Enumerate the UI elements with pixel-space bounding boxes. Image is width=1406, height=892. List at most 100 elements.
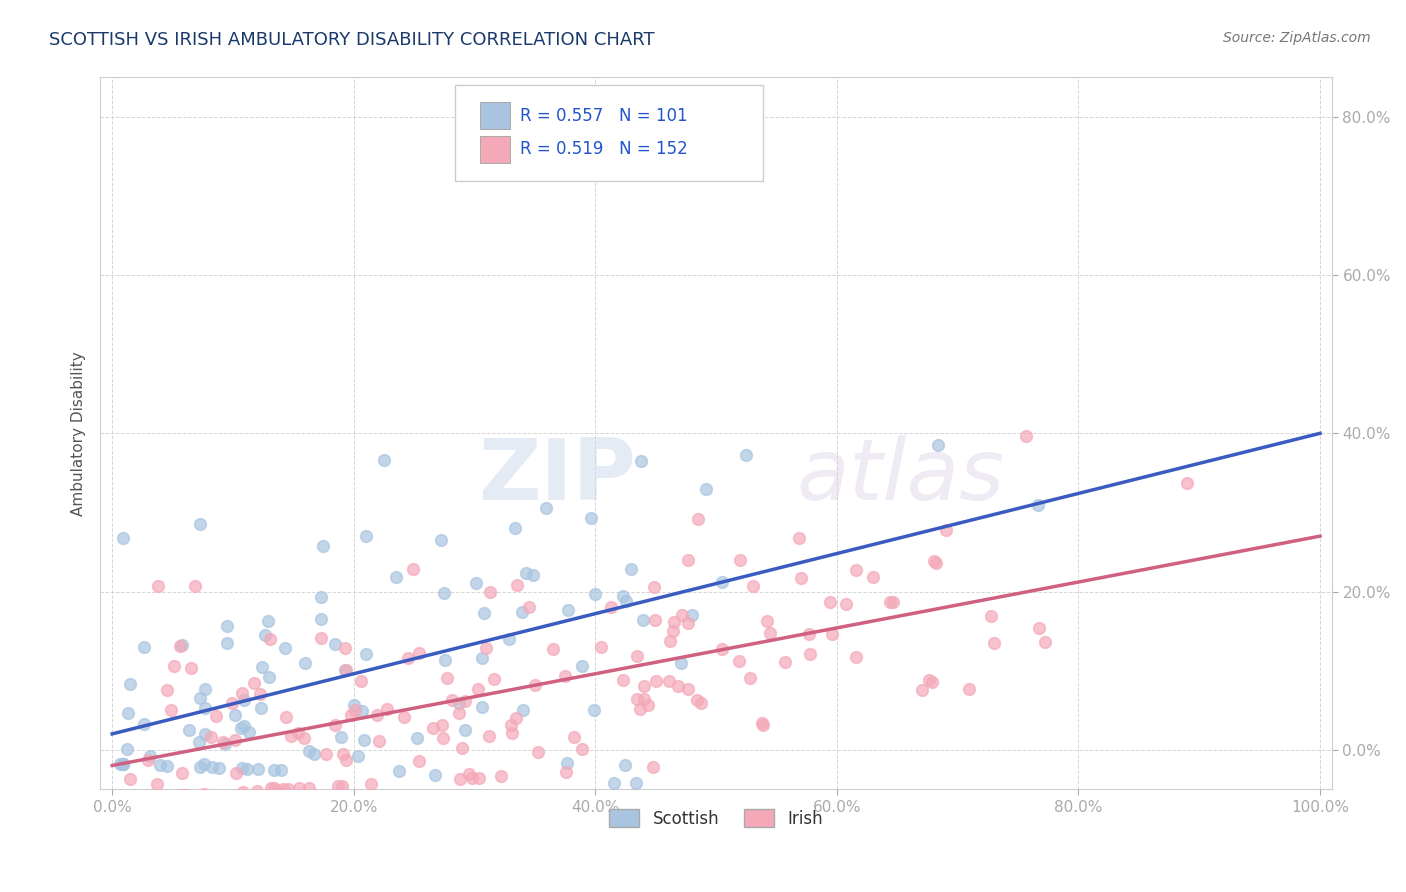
- FancyBboxPatch shape: [456, 85, 763, 181]
- FancyBboxPatch shape: [479, 103, 510, 129]
- Point: [347, 748, 370, 763]
- Point: [499, 718, 522, 732]
- Point: [797, 627, 820, 641]
- Point: [193, 756, 215, 771]
- Point: [690, 696, 713, 710]
- Point: [259, 632, 281, 646]
- Point: [637, 698, 659, 712]
- Point: [678, 615, 700, 630]
- Point: [297, 780, 319, 795]
- Point: [631, 613, 654, 627]
- Point: [287, 726, 309, 740]
- FancyBboxPatch shape: [479, 136, 510, 163]
- Point: [402, 562, 425, 576]
- Point: [373, 452, 395, 467]
- Point: [194, 700, 217, 714]
- Point: [194, 727, 217, 741]
- Point: [925, 556, 948, 570]
- Text: Source: ZipAtlas.com: Source: ZipAtlas.com: [1223, 31, 1371, 45]
- Point: [503, 521, 526, 535]
- Point: [360, 777, 382, 791]
- Point: [927, 438, 949, 452]
- Point: [676, 552, 699, 566]
- Point: [471, 651, 494, 665]
- Point: [259, 780, 281, 795]
- Point: [662, 615, 685, 629]
- Point: [845, 563, 868, 577]
- Point: [432, 731, 454, 746]
- Point: [882, 595, 904, 609]
- Point: [132, 717, 155, 731]
- Point: [534, 500, 557, 515]
- Point: [266, 782, 288, 797]
- Point: [818, 594, 841, 608]
- Point: [917, 673, 939, 687]
- Point: [163, 659, 186, 673]
- Point: [354, 647, 377, 661]
- Point: [453, 694, 475, 708]
- Point: [555, 756, 578, 771]
- Point: [449, 772, 471, 786]
- Point: [789, 571, 811, 585]
- Point: [156, 682, 179, 697]
- Point: [751, 718, 773, 732]
- Point: [111, 532, 134, 546]
- Point: [510, 605, 533, 619]
- Point: [671, 656, 693, 670]
- Point: [620, 562, 643, 576]
- Point: [643, 581, 665, 595]
- Point: [626, 692, 648, 706]
- Point: [633, 692, 655, 706]
- Point: [845, 650, 868, 665]
- Point: [658, 674, 681, 689]
- Point: [624, 776, 647, 790]
- Point: [471, 700, 494, 714]
- Point: [583, 587, 606, 601]
- Point: [332, 747, 354, 761]
- Point: [366, 707, 388, 722]
- Point: [472, 606, 495, 620]
- Point: [799, 647, 821, 661]
- Point: [935, 523, 957, 537]
- Text: R = 0.519   N = 152: R = 0.519 N = 152: [520, 140, 688, 158]
- Point: [571, 742, 593, 756]
- Point: [340, 708, 363, 723]
- Point: [246, 784, 269, 798]
- Point: [325, 718, 347, 732]
- Point: [787, 531, 810, 545]
- Point: [612, 589, 634, 603]
- Point: [212, 735, 235, 749]
- Point: [571, 659, 593, 673]
- Point: [215, 636, 238, 650]
- Point: [633, 679, 655, 693]
- Point: [1028, 622, 1050, 636]
- Point: [922, 554, 945, 568]
- Point: [343, 702, 366, 716]
- Point: [112, 756, 135, 771]
- Point: [288, 781, 311, 796]
- Point: [108, 756, 131, 771]
- Point: [506, 577, 529, 591]
- Point: [980, 609, 1002, 624]
- Point: [433, 653, 456, 667]
- Point: [180, 661, 202, 675]
- Point: [728, 654, 751, 668]
- Point: [323, 637, 346, 651]
- Point: [738, 672, 761, 686]
- Point: [179, 723, 201, 737]
- Point: [232, 785, 254, 799]
- Point: [156, 758, 179, 772]
- Point: [148, 579, 170, 593]
- Point: [170, 765, 193, 780]
- Point: [117, 706, 139, 720]
- Point: [659, 633, 682, 648]
- Point: [120, 676, 142, 690]
- Point: [243, 676, 266, 690]
- Point: [254, 628, 277, 642]
- Y-axis label: Ambulatory Disability: Ambulatory Disability: [72, 351, 86, 516]
- Point: [224, 732, 246, 747]
- Point: [190, 760, 212, 774]
- Point: [249, 701, 271, 715]
- Point: [330, 779, 353, 793]
- Point: [148, 758, 170, 772]
